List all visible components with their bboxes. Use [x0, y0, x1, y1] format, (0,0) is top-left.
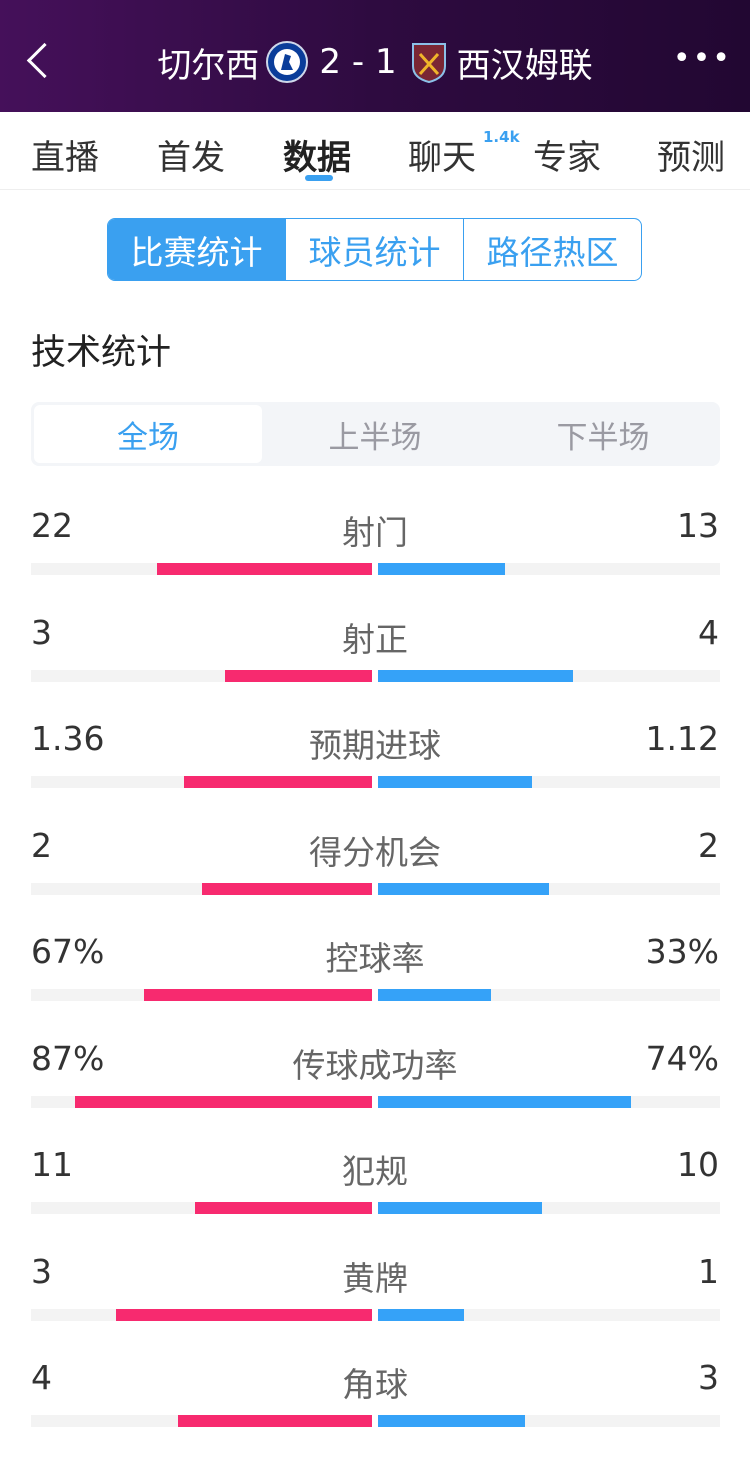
home-value: 11: [31, 1145, 73, 1184]
home-bar-fill: [75, 1095, 372, 1108]
away-team-name: 西汉姆联: [456, 45, 593, 86]
home-value: 1.36: [31, 719, 105, 758]
away-bar-fill: [378, 1202, 543, 1214]
home-value: 3: [31, 612, 52, 652]
away-value: 1.12: [645, 719, 719, 758]
home-bar-track: [31, 776, 372, 788]
away-bar-track: [378, 882, 720, 895]
away-value: 2: [698, 825, 719, 865]
away-bar-fill: [378, 669, 573, 682]
stat-label: 犯规: [342, 1152, 408, 1191]
home-bar-fill: [143, 989, 372, 1001]
stat-label: 射门: [342, 513, 408, 552]
home-bar-fill: [225, 669, 372, 682]
away-bar-fill: [378, 1308, 464, 1321]
away-value: 3: [698, 1358, 719, 1397]
tab-data[interactable]: 数据: [283, 138, 351, 178]
stat-row: 3 黄牌 1: [0, 1237, 750, 1343]
stat-row: 1.36 预期进球 1.12: [0, 704, 750, 810]
home-bar-fill: [157, 563, 372, 575]
segment-player-stats[interactable]: 球员统计: [285, 219, 463, 280]
west-ham-crest-icon: [411, 43, 446, 84]
stat-label: 预期进球: [309, 726, 441, 765]
away-bar-track: [378, 776, 720, 788]
stat-label: 得分机会: [309, 832, 441, 872]
stat-row: 87% 传球成功率 74%: [0, 1024, 750, 1130]
stat-label: 传球成功率: [292, 1045, 458, 1085]
stat-row: 11 犯规 10: [0, 1130, 750, 1236]
home-bar-fill: [116, 1308, 372, 1321]
tab-lineup[interactable]: 首发: [157, 138, 225, 178]
chelsea-crest-icon: [266, 41, 309, 83]
away-bar-fill: [378, 882, 549, 895]
stat-row: 2 得分机会 2: [0, 811, 750, 917]
tab-chat[interactable]: 聊天: [408, 138, 476, 178]
away-bar-track: [378, 669, 720, 682]
more-icon[interactable]: •••: [672, 41, 732, 76]
score: 2 - 1: [319, 42, 397, 82]
away-value: 10: [677, 1145, 719, 1184]
segment-heatmap[interactable]: 路径热区: [463, 219, 641, 280]
home-value: 87%: [31, 1038, 105, 1078]
stat-row: 22 射门 13: [0, 491, 750, 597]
match-title: 切尔西 2 - 1 西汉姆联: [0, 38, 750, 86]
away-bar-fill: [378, 563, 505, 575]
match-header: 切尔西 2 - 1 西汉姆联 •••: [0, 0, 750, 112]
home-bar-track: [31, 669, 372, 682]
stats-segmented-control: 比赛统计 球员统计 路径热区: [107, 218, 642, 281]
stat-row: 67% 控球率 33%: [0, 917, 750, 1023]
away-bar-track: [378, 1415, 720, 1427]
home-value: 3: [31, 1251, 52, 1291]
stat-label: 控球率: [325, 939, 425, 978]
main-tabs: 直播 首发 数据 聊天 专家 预测: [0, 112, 750, 190]
home-bar-fill: [177, 1415, 372, 1427]
period-selector: 全场 上半场 下半场: [31, 402, 720, 466]
away-value: 74%: [645, 1038, 719, 1078]
tab-live[interactable]: 直播: [31, 138, 99, 178]
chat-count-badge: 1.4k: [483, 128, 520, 146]
section-title: 技术统计: [31, 333, 172, 373]
away-bar-track: [378, 1202, 720, 1214]
away-value: 4: [698, 612, 719, 652]
stat-label: 射正: [342, 619, 408, 659]
segment-match-stats[interactable]: 比赛统计: [108, 219, 285, 280]
home-value: 22: [31, 506, 73, 545]
stat-label: 黄牌: [342, 1258, 408, 1298]
away-value: 33%: [645, 932, 719, 971]
home-bar-fill: [184, 776, 372, 788]
home-bar-fill: [194, 1202, 372, 1214]
stat-row: 4 角球 3: [0, 1343, 750, 1449]
tab-predict[interactable]: 预测: [657, 138, 725, 178]
period-second-half[interactable]: 下半场: [556, 419, 650, 456]
away-bar-fill: [378, 776, 532, 788]
away-bar-track: [378, 563, 720, 575]
stat-label: 角球: [342, 1365, 408, 1404]
home-bar-track: [31, 1202, 372, 1214]
home-bar-track: [31, 1415, 372, 1427]
away-bar-fill: [378, 1415, 526, 1427]
home-bar-track: [31, 563, 372, 575]
away-bar-track: [378, 1308, 720, 1321]
away-bar-track: [378, 989, 720, 1001]
away-value: 1: [698, 1251, 719, 1291]
stat-row: 3 射正 4: [0, 598, 750, 704]
tab-experts[interactable]: 专家: [533, 138, 601, 178]
away-bar-track: [378, 1095, 720, 1108]
period-first-half[interactable]: 上半场: [328, 419, 422, 456]
home-value: 4: [31, 1358, 52, 1397]
home-bar-track: [31, 1308, 372, 1321]
home-bar-fill: [201, 882, 372, 895]
away-bar-fill: [378, 1095, 632, 1108]
period-full[interactable]: 全场: [34, 405, 262, 463]
home-team-name: 切尔西: [157, 45, 260, 86]
away-value: 13: [677, 506, 719, 545]
home-bar-track: [31, 882, 372, 895]
active-tab-indicator: [305, 175, 333, 181]
home-bar-track: [31, 1095, 372, 1108]
home-value: 67%: [31, 932, 105, 971]
home-value: 2: [31, 825, 52, 865]
home-bar-track: [31, 989, 372, 1001]
away-bar-fill: [378, 989, 491, 1001]
